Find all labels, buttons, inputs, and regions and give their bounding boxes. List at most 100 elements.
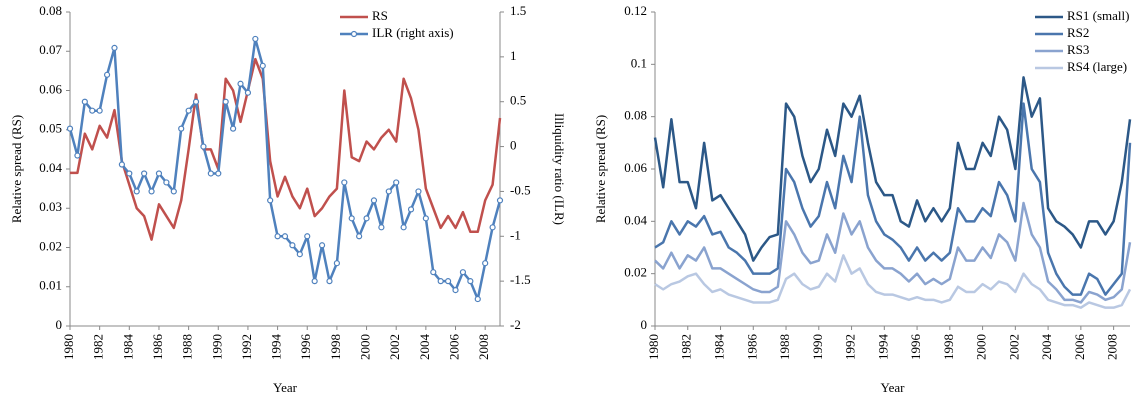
x-tick-label: 1990 — [209, 334, 224, 360]
y-tick-label: 0 — [641, 317, 648, 332]
data-point — [311, 278, 318, 285]
data-point — [482, 260, 489, 267]
data-point — [185, 107, 192, 114]
x-tick-label: 2004 — [1039, 334, 1054, 361]
x-tick-label: 1994 — [875, 334, 890, 361]
data-point — [393, 179, 400, 186]
x-tick-label: 2002 — [387, 334, 402, 360]
data-point — [348, 215, 355, 222]
x-tick-label: 1982 — [679, 334, 694, 360]
y-tick-label: 0.01 — [39, 278, 62, 293]
y-tick-label: 0.08 — [624, 108, 647, 123]
x-tick-label: 1986 — [150, 334, 165, 361]
y-tick-label: 0.02 — [39, 238, 62, 253]
x-tick-label: 1986 — [744, 334, 759, 361]
data-point — [407, 206, 415, 213]
legend-label: ILR (right axis) — [372, 25, 454, 40]
x-tick-label: 2008 — [1105, 334, 1120, 360]
data-point — [437, 278, 444, 285]
series-line — [654, 201, 1132, 304]
x-tick-label: 2000 — [358, 334, 373, 360]
data-point — [178, 125, 185, 132]
data-point — [452, 287, 459, 294]
data-point — [252, 35, 259, 43]
data-point — [207, 170, 214, 177]
data-point — [385, 188, 392, 195]
x-tick-label: 1988 — [180, 334, 195, 360]
legend-label: RS — [372, 8, 388, 23]
y-tick-label: 0.02 — [624, 265, 647, 280]
x-tick-label: 1996 — [908, 334, 923, 361]
y-tick-label: 0.05 — [39, 121, 62, 136]
data-point — [200, 143, 207, 150]
data-point — [422, 215, 429, 222]
series-line — [68, 37, 502, 301]
data-point — [267, 197, 274, 204]
data-point — [445, 278, 452, 285]
x-tick-label: 1984 — [120, 334, 135, 361]
x-tick-label: 1998 — [328, 334, 343, 360]
x-tick-label: 1994 — [269, 334, 284, 361]
y-tick-label: 0.03 — [39, 199, 62, 214]
x-tick-label: 1988 — [777, 334, 792, 360]
x-tick-label: 2008 — [476, 334, 491, 360]
y-tick-label: 0.12 — [624, 3, 647, 18]
x-tick-label: 2000 — [974, 334, 989, 360]
data-point — [89, 107, 96, 114]
data-point — [400, 224, 407, 231]
y2-tick-label: 1.5 — [510, 3, 526, 18]
data-point — [370, 197, 378, 204]
data-point — [170, 188, 177, 195]
data-point — [66, 125, 74, 132]
data-point — [289, 242, 296, 249]
data-point — [341, 179, 348, 186]
data-point — [192, 98, 200, 105]
legend-label: RS2 — [1067, 25, 1089, 40]
x-tick-label: 2004 — [417, 334, 432, 361]
series-line — [654, 102, 1132, 296]
data-point — [333, 260, 340, 267]
data-point — [296, 251, 303, 258]
x-axis-title: Year — [881, 380, 906, 395]
data-point — [74, 152, 81, 159]
x-tick-label: 1984 — [712, 334, 727, 361]
data-point — [118, 161, 125, 168]
data-point — [111, 44, 118, 51]
data-point — [163, 179, 170, 186]
data-point — [281, 233, 289, 240]
y-tick-label: 0.07 — [39, 42, 62, 57]
y-axis-title: Relative spread (RS) — [9, 115, 24, 223]
data-point — [155, 170, 163, 177]
data-point — [81, 98, 88, 105]
data-point — [378, 224, 385, 231]
x-tick-label: 1980 — [61, 334, 76, 360]
y2-tick-label: -1.5 — [510, 272, 531, 287]
series-line — [70, 57, 502, 241]
data-point — [304, 233, 311, 240]
data-point — [230, 125, 237, 132]
series-line — [653, 76, 1132, 262]
data-point — [496, 197, 504, 204]
y2-tick-label: -2 — [510, 317, 521, 332]
data-point — [489, 224, 496, 231]
x-tick-label: 1990 — [810, 334, 825, 360]
data-point — [474, 295, 481, 303]
y-tick-label: 0 — [56, 317, 63, 332]
data-point — [244, 89, 252, 96]
data-point — [222, 98, 229, 105]
x-tick-label: 1996 — [298, 334, 313, 361]
y-tick-label: 0.08 — [39, 3, 62, 18]
y2-tick-label: 1 — [510, 48, 517, 63]
data-point — [363, 215, 370, 222]
x-tick-label: 2002 — [1006, 334, 1021, 360]
legend-marker — [350, 30, 358, 38]
x-tick-label: 1992 — [843, 334, 858, 360]
x-tick-label: 1980 — [646, 334, 661, 360]
y-tick-label: 0.06 — [624, 160, 647, 175]
y-tick-label: 0.04 — [624, 212, 647, 227]
y2-tick-label: 0 — [510, 138, 517, 153]
data-point — [133, 188, 140, 195]
data-point — [237, 80, 244, 87]
